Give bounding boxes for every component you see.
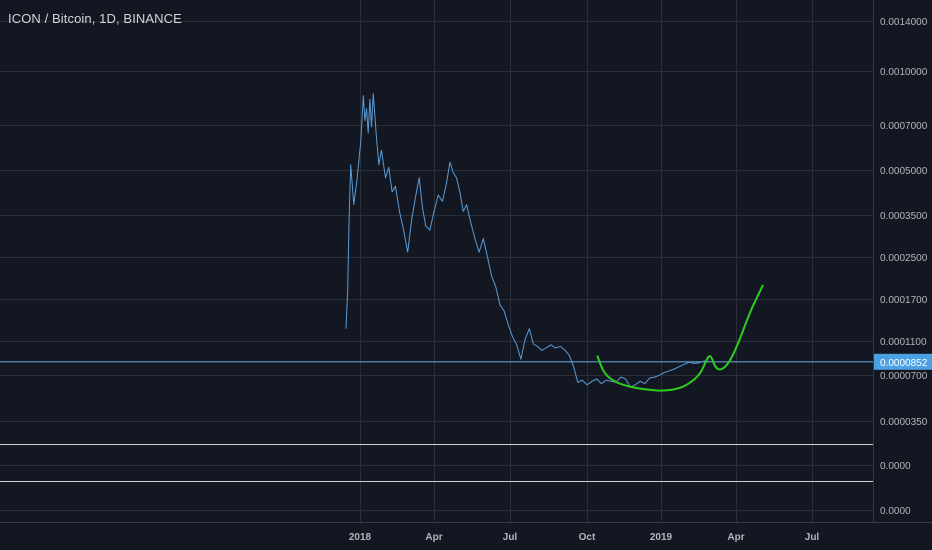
y-tick-label: 0.0000 [880, 461, 911, 472]
y-tick-label: 0.0000 [880, 506, 911, 517]
y-tick-label: 0.0010000 [880, 67, 928, 78]
x-tick-label: Jul [503, 532, 518, 543]
price-series-line [345, 93, 710, 388]
y-tick-label: 0.0001100 [880, 337, 927, 348]
y-tick-label: 0.0014000 [880, 17, 928, 28]
y-tick-label: 0.0002500 [880, 253, 928, 264]
y-tick-label: 0.0003500 [880, 211, 928, 222]
projection-curve [596, 284, 764, 392]
series [345, 93, 764, 392]
x-tick-label: Apr [425, 532, 442, 543]
y-tick-label: 0.0007000 [880, 121, 928, 132]
y-tick-label: 0.0000700 [880, 371, 928, 382]
x-tick-label: 2019 [650, 532, 673, 543]
grid [0, 0, 873, 522]
lower-pane [0, 444, 873, 511]
y-tick-label: 0.0001700 [880, 295, 928, 306]
current-price-label: 0.0000852 [880, 358, 928, 369]
x-tick-label: Jul [805, 532, 820, 543]
x-tick-label: 2018 [349, 532, 372, 543]
current-price-badge [874, 353, 932, 370]
y-tick-label: 0.0000350 [880, 417, 928, 428]
x-tick-label: Apr [727, 532, 744, 543]
x-tick-label: Oct [579, 532, 596, 543]
y-tick-label: 0.0005000 [880, 166, 928, 177]
chart-title: ICON / Bitcoin, 1D, BINANCE [8, 11, 182, 26]
